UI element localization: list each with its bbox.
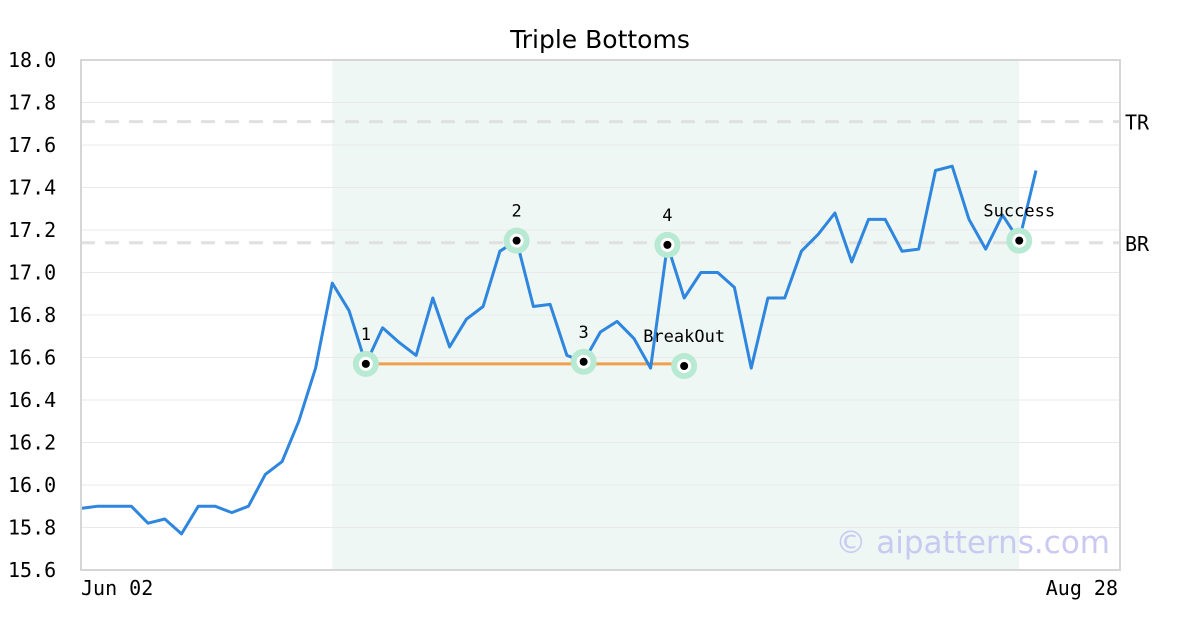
marker-label-3: 3 <box>579 323 589 343</box>
marker-dot-breakout <box>680 362 689 370</box>
marker-label-success: Success <box>983 202 1055 222</box>
y-tick-label: 16.6 <box>8 346 56 370</box>
y-tick-label: 15.8 <box>8 516 56 540</box>
y-tick-label: 16.2 <box>8 431 56 455</box>
plot-frame <box>80 59 1121 571</box>
y-tick-label: 18.0 <box>8 48 56 72</box>
marker-label-breakout: BreakOut <box>643 327 725 347</box>
x-tick-label-first: Jun 02 <box>81 576 153 600</box>
y-tick-label: 17.2 <box>8 218 56 242</box>
y-tick-label: 17.8 <box>8 91 56 115</box>
y-tick-label: 16.0 <box>8 473 56 497</box>
marker-label-1: 1 <box>361 325 371 345</box>
marker-label-4: 4 <box>662 206 672 226</box>
y-tick-label: 17.0 <box>8 261 56 285</box>
marker-dot-success <box>1015 236 1024 245</box>
reference-label-br: BR <box>1125 232 1150 256</box>
y-tick-label: 15.6 <box>8 558 56 582</box>
y-tick-label: 16.4 <box>8 388 56 412</box>
marker-dot-4 <box>663 240 672 249</box>
x-tick-label-last: Aug 28 <box>1046 576 1118 600</box>
marker-dot-2 <box>512 236 521 245</box>
price-line <box>80 164 1038 536</box>
y-tick-label: 16.8 <box>8 303 56 327</box>
chart-title: Triple Bottoms <box>509 25 690 54</box>
marker-label-2: 2 <box>511 202 521 222</box>
y-tick-label: 17.4 <box>8 176 56 200</box>
y-tick-label: 17.6 <box>8 133 56 157</box>
marker-dot-1 <box>361 359 370 368</box>
marker-dot-3 <box>579 357 588 366</box>
reference-label-tr: TR <box>1125 111 1150 135</box>
watermark: © aipatterns.com <box>835 525 1110 561</box>
